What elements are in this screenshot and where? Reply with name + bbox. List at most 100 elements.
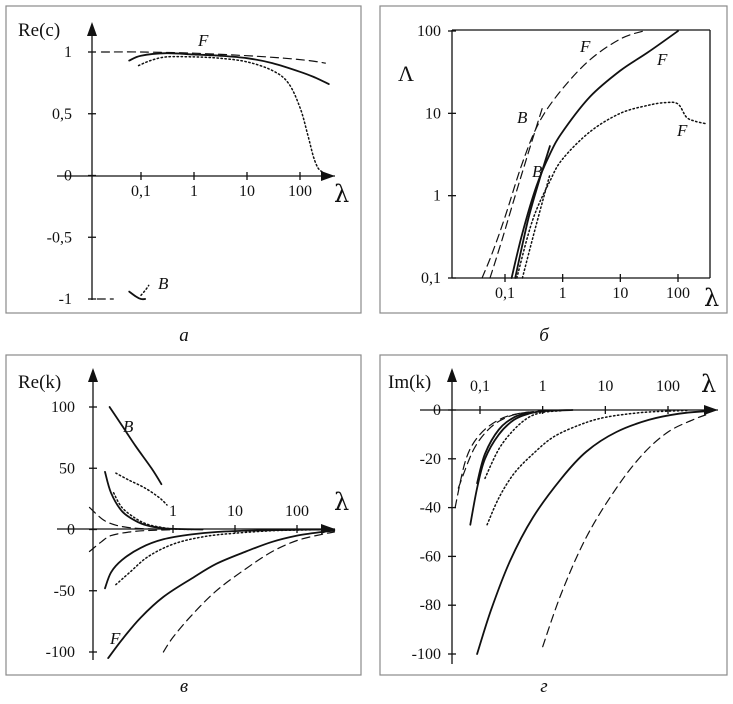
panel-b-plot: 0,1 1 10 100 100 10 1 0,1 [417,23,711,302]
panel-c-series-solid-2 [104,471,204,531]
panel-b-x-tick-label: 100 [666,285,690,302]
panel-c-y-tick-label: 50 [59,460,75,477]
panel-c: 1 10 100 100 50 0 -50 -100 Re(k) λ B F в [5,354,362,697]
panel-c-series-dotted-1 [115,472,168,506]
panel-d-xlabel: λ [701,370,716,398]
panel-c-y-arrow [88,368,98,382]
panel-a-series-dotted-5 [140,284,150,297]
panel-a-x-tick-label: 0,1 [131,183,151,200]
panel-c-frame [5,354,362,676]
panel-b-annotation-f-mid: F [656,50,668,69]
panel-b-series-dotted-4 [516,101,707,279]
panel-b-annotation-f-top: F [579,37,591,56]
panel-c-ylabel: Re(k) [18,372,61,393]
panel-a-y-tick-label: 0 [64,168,72,185]
panel-c-series-dashed-5 [88,529,174,553]
panel-a-x-tick-label: 100 [288,183,312,200]
panel-b-x-tick-label: 0,1 [495,285,515,302]
panel-d-ylabel: Im(k) [388,372,431,393]
panel-d-x-arrow [704,405,718,415]
panel-c-y-tick-label: 100 [51,399,75,416]
panel-a-y-tick-label: 1 [64,44,72,61]
panel-b-x-tick-label: 10 [612,285,628,302]
panel-d-x-tick-label: 10 [597,378,613,395]
panel-a: 0,1 1 10 100 1 0,5 0 -0,5 -1 Re(c) λ F B а [5,5,362,346]
panel-b-annotation-b-upper: B [517,108,528,127]
panel-a-x-tick-label: 1 [190,183,198,200]
panel-b-frame [379,5,728,314]
panel-a-y-arrow [87,22,97,36]
panel-c-xlabel: λ [334,488,349,516]
panel-b-series-solid-3 [514,145,551,279]
panel-d-series-dotted-4 [484,409,563,480]
panel-a-plot: 0,1 1 10 100 1 0,5 0 -0,5 -1 [47,22,335,308]
panel-b-series-dashed-1 [489,106,544,279]
panel-a-y-tick-label: -0,5 [47,229,72,246]
panel-b-xlabel: λ [704,284,719,312]
panel-c-series-dashed-4 [88,506,174,531]
panel-d-series-dashed-1 [457,411,530,489]
panel-a-y-tick-label: -1 [59,291,72,308]
panel-c-series-dotted-7 [115,528,336,586]
panel-a-annotation-b: B [158,274,169,293]
panel-d-frame [379,354,728,676]
panel-b-y-tick-label: 100 [417,23,441,40]
panel-c-annotation-b: B [123,417,134,436]
panel-d-series-solid-6 [476,410,707,655]
panel-b-x-tick-label: 1 [559,285,567,302]
panel-d-y-tick-label: -60 [420,548,441,565]
panel-b-annotation-b-lower: B [532,162,543,181]
panel-d-series-solid-2 [469,409,574,526]
panel-d-y-tick-label: -100 [412,646,441,663]
panel-d: 0,1 1 10 100 0 -20 -40 -60 -80 -100 Im(k) λ г [379,354,728,697]
panel-d-y-arrow [447,368,457,382]
panel-c-plot: 1 10 100 100 50 0 -50 -100 [46,368,336,661]
panel-a-series-solid-4 [128,290,147,301]
panel-d-series-dashed-7 [542,414,707,648]
panel-a-frame [5,5,362,314]
panel-a-series-dotted-2 [137,55,325,174]
panel-d-y-tick-label: -40 [420,500,441,517]
panel-b-series-dotted-5 [521,173,551,279]
panel-b-series-dashed-0 [481,30,644,279]
panel-b-y-tick-label: 1 [433,188,441,205]
panel-d-series-dotted-5 [486,409,688,526]
panel-c-caption: в [180,676,188,697]
panel-b-y-tick-label: 0,1 [421,270,441,287]
panel-a-caption: а [179,325,189,346]
panel-a-series-solid-1 [128,52,330,85]
panel-a-y-tick-label: 0,5 [52,106,72,123]
panel-b-y-tick-label: 10 [425,105,441,122]
panel-d-x-tick-label: 100 [656,378,680,395]
panel-c-series-solid-0 [108,406,163,486]
panel-d-x-tick-label: 1 [539,378,547,395]
panel-c-x-tick-label: 1 [169,503,177,520]
panel-b-ylabel: Λ [398,61,414,86]
panel-c-series-dotted-3 [112,492,193,531]
panel-a-x-tick-label: 10 [239,183,255,200]
panel-b-annotation-f-low: F [676,121,688,140]
panel-c-y-tick-label: -50 [54,583,75,600]
panel-d-series-solid-3 [476,411,530,485]
panel-a-x-arrow [321,171,335,181]
panel-b: 0,1 1 10 100 100 10 1 0,1 Λ λ F F F B B б [379,5,728,346]
panel-d-series-dashed-0 [454,410,544,509]
panel-c-y-tick-label: 0 [67,522,75,539]
panel-c-annotation-f: F [109,629,121,648]
panel-a-series-dashed-0 [100,51,326,64]
panel-c-x-tick-label: 100 [285,503,309,520]
panel-a-xlabel: λ [334,180,349,208]
panel-d-y-tick-label: -80 [420,597,441,614]
panel-a-ylabel: Re(c) [18,20,60,41]
panel-c-series-solid-8 [107,529,336,659]
panel-c-x-tick-label: 10 [227,503,243,520]
panel-c-series-solid-6 [104,528,336,590]
panel-d-plot: 0,1 1 10 100 0 -20 -40 -60 -80 -100 [412,368,718,664]
panel-d-caption: г [540,676,547,697]
panel-d-y-tick-label: 0 [433,402,441,419]
panel-d-y-tick-label: -20 [420,451,441,468]
panel-c-y-tick-label: -100 [46,644,75,661]
panel-d-x-tick-label: 0,1 [470,378,490,395]
panel-b-series-solid-2 [510,30,679,279]
